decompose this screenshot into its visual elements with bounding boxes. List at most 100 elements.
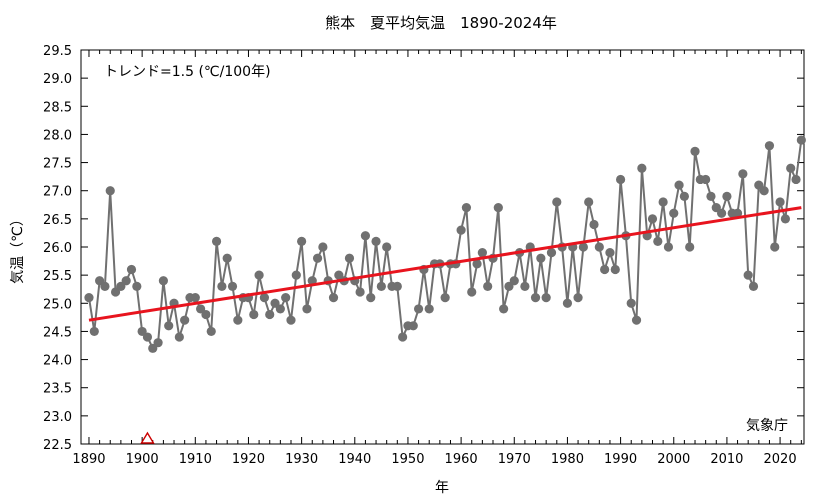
y-tick-label: 28.0 [43,128,72,143]
data-point [562,298,573,308]
data-point [424,304,434,314]
relocation-marker-triangle [140,431,155,444]
y-tick-label: 24.0 [43,354,72,369]
station-relocation-markers [140,431,155,444]
data-point [265,309,275,320]
data-point [759,186,769,196]
data-point [382,242,392,252]
data-point [174,332,184,342]
data-point [408,321,418,331]
data-point [589,219,599,230]
y-tick-label: 26.0 [43,241,72,256]
data-point [685,242,695,252]
data-point [600,264,610,275]
data-point [764,141,775,151]
data-point [499,304,509,314]
data-point [780,214,790,224]
data-point [153,338,163,348]
y-tick-label: 22.5 [43,438,72,453]
data-point [227,281,238,291]
data-point [376,281,386,291]
x-tick-label: 2010 [710,452,743,467]
data-point [142,332,153,342]
data-point [158,276,169,286]
data-point [594,242,604,252]
temperature-series-points [84,135,806,353]
data-point [249,309,259,320]
data-point [328,293,339,303]
y-tick-label: 23.0 [43,410,72,425]
data-point [552,197,562,207]
x-tick-label: 2020 [764,452,797,467]
data-point [398,332,408,342]
data-point [275,304,285,314]
data-point [663,242,674,252]
data-point [456,225,466,235]
data-point [493,203,503,213]
data-point [392,281,402,291]
y-tick-label: 27.5 [43,157,72,172]
x-tick-label: 1890 [72,452,105,467]
data-point [190,293,200,303]
data-point [520,281,530,291]
y-axis-title: 気温（℃） [10,212,26,284]
data-point [126,264,137,275]
data-point [605,248,615,258]
data-point [690,146,700,156]
data-point [541,293,551,303]
data-point [211,236,222,246]
data-point [738,169,748,179]
data-point [164,321,174,331]
data-point [509,276,519,286]
data-point [233,315,243,325]
data-point [584,197,594,207]
trend-annotation: トレンド=1.5 (℃/100年) [104,64,271,80]
data-point [722,191,732,201]
data-point [312,253,323,263]
data-point [201,309,211,320]
data-point [440,293,450,303]
data-point [653,236,663,246]
y-axis: 22.5 23.0 23.5 24.0 24.5 25.0 25.5 26.0 26.5 27.0… [43,44,804,453]
plot-frame [80,49,805,445]
data-point [732,208,743,218]
y-tick-label: 29.0 [43,72,72,87]
data-point [132,281,142,291]
data-point [371,236,381,246]
y-tick-label: 25.5 [43,269,72,284]
data-point [281,293,291,303]
y-tick-label: 24.5 [43,325,72,340]
data-point [615,174,626,185]
x-tick-label: 1970 [498,452,531,467]
data-point [610,264,620,275]
data-point [674,180,684,190]
x-tick-label: 1910 [179,452,212,467]
data-point [637,163,647,173]
y-tick-label: 28.5 [43,100,72,115]
data-point [259,293,270,303]
data-point [631,315,642,325]
x-tick-label: 1960 [445,452,478,467]
data-point [706,191,716,201]
data-point [483,281,493,291]
data-point [355,287,365,297]
x-tick-label: 1920 [232,452,265,467]
data-point [658,197,668,207]
data-point [701,174,711,185]
data-point [302,304,312,314]
data-point [791,174,801,185]
data-point [573,293,583,303]
data-point [530,293,541,303]
x-tick-label: 1930 [285,452,318,467]
y-tick-label: 23.5 [43,382,72,397]
data-point [796,135,806,145]
data-point [647,214,658,224]
data-point [291,270,301,280]
data-point [786,163,796,173]
data-point [679,191,689,201]
data-point [318,242,328,252]
data-point [297,236,307,246]
data-point [775,197,785,207]
data-point [626,298,636,308]
data-point [477,248,487,258]
